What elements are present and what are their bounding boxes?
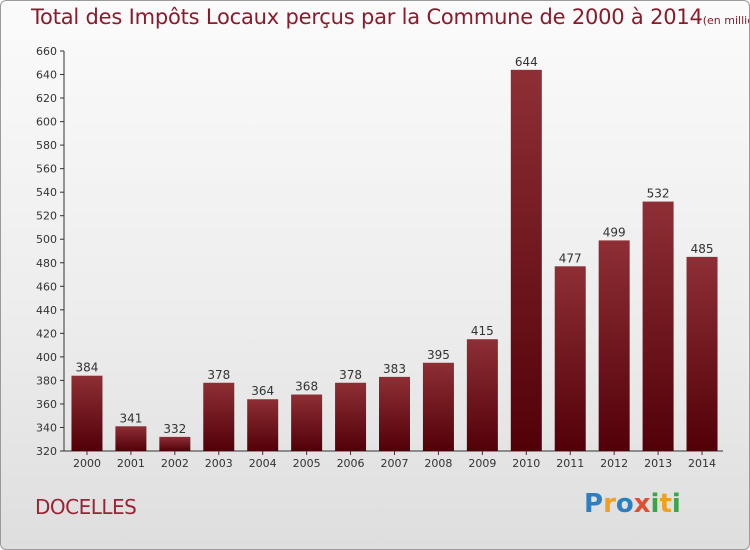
commune-name: DOCELLES xyxy=(35,495,137,519)
x-tick-label: 2010 xyxy=(512,457,540,470)
logo-letter: r xyxy=(603,489,616,519)
x-tick-label: 2005 xyxy=(293,457,321,470)
y-tick-label: 340 xyxy=(36,421,57,434)
x-tick-label: 2004 xyxy=(249,457,277,470)
x-tick-label: 2012 xyxy=(600,457,628,470)
bar xyxy=(466,339,498,451)
bar xyxy=(379,376,410,451)
x-tick-label: 2007 xyxy=(381,457,409,470)
x-tick-label: 2011 xyxy=(556,457,584,470)
bar-value-label: 341 xyxy=(119,411,142,425)
bar-value-label: 368 xyxy=(295,380,318,394)
bar-value-label: 415 xyxy=(471,324,494,338)
y-tick-label: 420 xyxy=(36,327,57,340)
bar xyxy=(335,382,367,451)
chart-unit: (en milliers d'€) xyxy=(702,14,749,27)
bar xyxy=(247,399,279,451)
y-tick-label: 660 xyxy=(36,45,57,58)
y-tick-label: 560 xyxy=(36,163,57,176)
y-tick-label: 620 xyxy=(36,92,57,105)
logo-letter: t xyxy=(659,489,672,519)
bar-value-label: 395 xyxy=(427,348,450,362)
bar xyxy=(203,382,235,451)
bar-value-label: 384 xyxy=(76,361,99,375)
x-tick-label: 2003 xyxy=(205,457,233,470)
bar xyxy=(642,201,674,451)
chart-title: Total des Impôts Locaux perçus par la Co… xyxy=(31,5,749,29)
bar xyxy=(115,426,147,451)
bar-value-label: 532 xyxy=(647,187,670,201)
x-tick-label: 2001 xyxy=(117,457,145,470)
x-tick-label: 2009 xyxy=(468,457,496,470)
bar-value-label: 383 xyxy=(383,362,406,376)
bar xyxy=(159,436,191,451)
y-tick-label: 600 xyxy=(36,116,57,129)
x-tick-label: 2008 xyxy=(424,457,452,470)
bar-value-label: 644 xyxy=(515,55,538,69)
x-tick-label: 2013 xyxy=(644,457,672,470)
logo-letter: P xyxy=(584,489,604,519)
y-tick-label: 640 xyxy=(36,69,57,82)
proxiti-logo: Proxiti xyxy=(584,489,681,519)
y-tick-label: 460 xyxy=(36,280,57,293)
logo-letter: i xyxy=(650,489,660,519)
bar xyxy=(510,69,542,451)
y-tick-label: 440 xyxy=(36,304,57,317)
y-tick-label: 400 xyxy=(36,351,57,364)
x-tick-label: 2014 xyxy=(688,457,716,470)
bar-value-label: 378 xyxy=(207,368,230,382)
logo-letter: o xyxy=(615,489,634,519)
bar-value-label: 477 xyxy=(559,251,582,265)
bar-value-label: 378 xyxy=(339,368,362,382)
y-tick-label: 540 xyxy=(36,186,57,199)
x-tick-label: 2000 xyxy=(73,457,101,470)
y-tick-label: 480 xyxy=(36,257,57,270)
bar xyxy=(686,256,718,451)
bar xyxy=(291,394,323,451)
x-tick-label: 2002 xyxy=(161,457,189,470)
bar-value-label: 364 xyxy=(251,384,274,398)
logo-letter: x xyxy=(633,489,651,519)
bar xyxy=(422,362,454,451)
y-tick-label: 500 xyxy=(36,233,57,246)
y-tick-label: 380 xyxy=(36,374,57,387)
y-tick-label: 520 xyxy=(36,210,57,223)
bar-value-label: 332 xyxy=(163,422,186,436)
y-tick-label: 360 xyxy=(36,398,57,411)
y-tick-label: 580 xyxy=(36,139,57,152)
bar-value-label: 485 xyxy=(691,242,714,256)
logo-letter: i xyxy=(671,489,681,519)
y-tick-label: 320 xyxy=(36,445,57,458)
bar-value-label: 499 xyxy=(603,225,626,239)
bar xyxy=(554,266,586,451)
x-tick-label: 2006 xyxy=(337,457,365,470)
bar xyxy=(598,240,630,451)
bar xyxy=(71,375,103,451)
